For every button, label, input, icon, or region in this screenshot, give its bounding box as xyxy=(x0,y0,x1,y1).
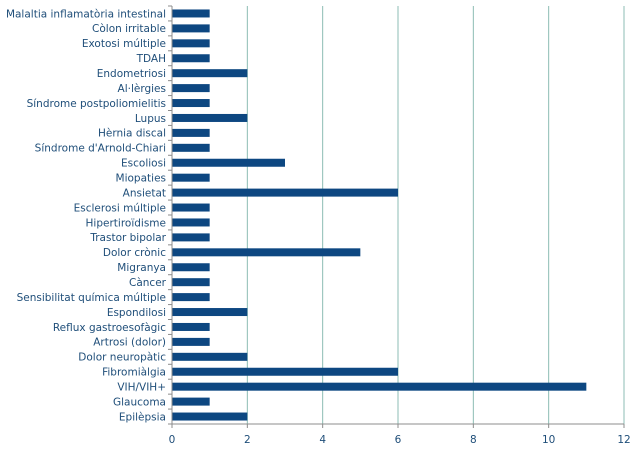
x-tick-label: 6 xyxy=(395,434,402,446)
axes xyxy=(168,5,625,428)
bar xyxy=(172,367,398,376)
bar xyxy=(172,397,210,406)
category-label: Sensibilitat química múltiple xyxy=(17,292,166,304)
bar xyxy=(172,412,248,421)
x-tick-label: 12 xyxy=(617,434,630,446)
bar xyxy=(172,337,210,346)
category-label: Síndrome d'Arnold-Chiari xyxy=(35,143,166,155)
category-label: Glaucoma xyxy=(113,396,166,408)
bar xyxy=(172,188,398,197)
category-label: Trastor bipolar xyxy=(89,232,166,244)
category-label: Epilèpsia xyxy=(119,411,166,423)
category-label: Lupus xyxy=(135,113,166,125)
category-label: VIH/VIH+ xyxy=(117,381,166,393)
bar xyxy=(172,39,210,48)
gridlines xyxy=(246,6,625,424)
category-label: Espondilosi xyxy=(107,307,166,319)
category-label: Migranya xyxy=(117,262,166,274)
bar xyxy=(172,322,210,331)
bar xyxy=(172,54,210,63)
bar xyxy=(172,69,248,78)
x-tick-label: 0 xyxy=(169,434,176,446)
category-label: Al·lèrgies xyxy=(118,83,166,95)
bars xyxy=(172,9,587,421)
bar xyxy=(172,233,210,242)
bar xyxy=(172,293,210,302)
category-label: Endometriosi xyxy=(97,68,166,80)
bar xyxy=(172,84,210,93)
category-label: Malaltia inflamatòria intestinal xyxy=(6,8,166,20)
category-label: Síndrome postpoliomielitis xyxy=(27,98,166,110)
bar xyxy=(172,9,210,18)
category-label: Miopaties xyxy=(116,172,166,184)
category-label: Ansietat xyxy=(123,187,166,199)
category-label: Dolor crònic xyxy=(103,247,166,259)
bar xyxy=(172,308,248,317)
category-label: Fibromiàlgia xyxy=(102,367,166,379)
category-label: Càncer xyxy=(129,277,167,289)
category-label: Esclerosi múltiple xyxy=(74,202,166,214)
category-label: Hèrnia discal xyxy=(98,128,166,140)
x-tick-label: 10 xyxy=(542,434,555,446)
category-label: Exotosi múltiple xyxy=(82,38,166,50)
category-label: Hipertiroïdisme xyxy=(86,217,166,229)
bar xyxy=(172,24,210,33)
category-label: Còlon irritable xyxy=(92,23,166,35)
bar xyxy=(172,113,248,122)
bar xyxy=(172,128,210,137)
bar xyxy=(172,263,210,272)
category-label: Reflux gastroesofàgic xyxy=(53,322,166,334)
bar xyxy=(172,203,210,212)
category-label: Escoliosi xyxy=(121,158,166,170)
bar xyxy=(172,173,210,182)
x-tick-label: 2 xyxy=(244,434,251,446)
x-tick-label: 8 xyxy=(470,434,477,446)
bar xyxy=(172,278,210,287)
bar xyxy=(172,99,210,108)
bar xyxy=(172,158,285,167)
x-tick-labels: 0 2 4 6 8 10 12 xyxy=(169,434,631,446)
category-labels: Malaltia inflamatòria intestinal Còlon ir… xyxy=(6,8,167,423)
x-tick-label: 4 xyxy=(319,434,326,446)
category-label: Artrosi (dolor) xyxy=(93,337,166,349)
bar xyxy=(172,248,361,257)
category-label: TDAH xyxy=(136,53,166,65)
bar xyxy=(172,352,248,361)
bar xyxy=(172,143,210,152)
bar xyxy=(172,382,587,391)
bar xyxy=(172,218,210,227)
category-label: Dolor neuropàtic xyxy=(78,352,166,364)
